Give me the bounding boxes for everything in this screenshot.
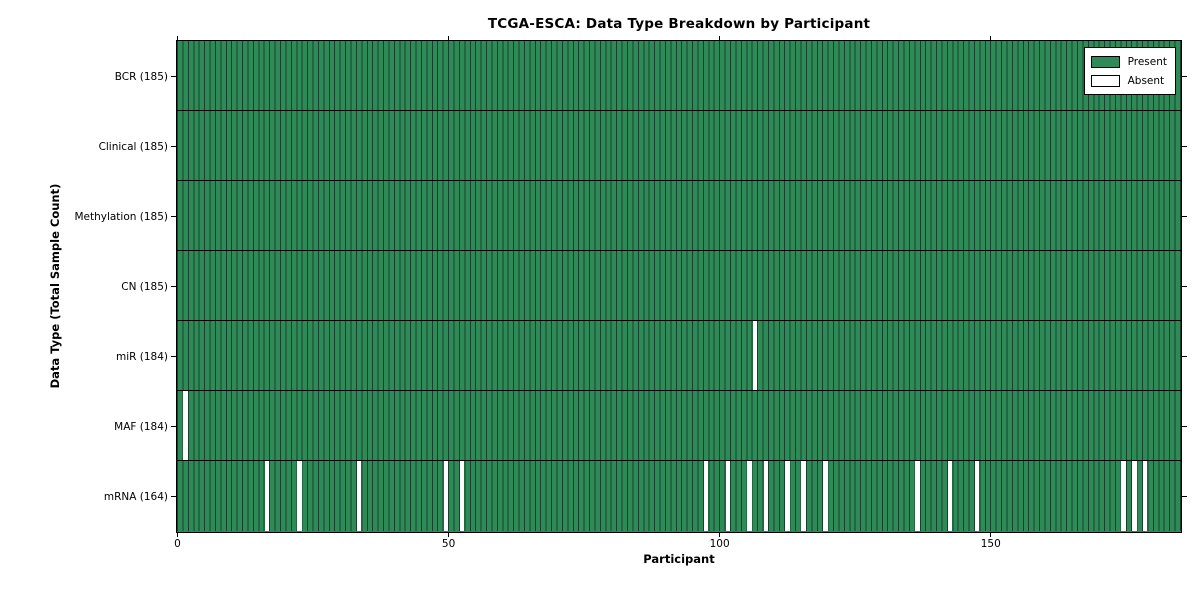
y-tick-right [1182,495,1187,498]
absent-stripe [264,461,270,531]
absent-stripe [747,461,752,531]
legend-item-absent: Absent [1090,71,1167,90]
legend: Present Absent [1083,47,1176,95]
absent-stripe [1132,461,1137,531]
x-tick-top [447,36,450,40]
x-tick-bottom [718,533,721,537]
y-tick-left [171,495,176,498]
y-tick-left [171,145,176,148]
absent-stripe [725,461,730,531]
absent-stripe [785,461,790,531]
chart-title: TCGA-ESCA: Data Type Breakdown by Partic… [487,16,871,32]
row-mrna [177,461,1181,531]
y-tick-left [171,355,176,358]
x-tick-top [989,36,992,40]
y-tick-left [171,75,176,78]
absent-stripe [974,461,980,531]
absent-stripe [1121,461,1126,531]
x-tick-label: 50 [441,538,456,550]
absent-stripe [915,461,920,531]
y-tick-label: CN (185) [121,280,168,293]
x-tick-label: 150 [980,538,1001,550]
absent-stripe [823,461,828,531]
row-maf [177,391,1181,461]
y-tick-label: Clinical (185) [98,140,168,153]
y-tick-left [171,215,176,218]
x-tick-top [718,36,721,40]
absent-stripe [297,461,302,531]
x-tick-label: 100 [709,538,730,550]
row-cn [177,251,1181,321]
absent-stripe [801,461,806,531]
row-mir [177,321,1181,391]
y-tick-left [171,425,176,428]
x-tick-bottom [176,533,179,537]
x-tick-bottom [989,533,992,537]
absent-stripe [1143,461,1148,531]
legend-label: Absent [1127,74,1165,87]
x-tick-bottom [447,533,450,537]
y-tick-right [1182,355,1187,358]
absent-stripe [763,461,768,531]
absent-stripe [947,461,953,531]
x-tick-label: 0 [174,538,181,550]
absent-stripe [752,321,758,390]
present-swatch [1090,55,1120,68]
y-tick-right [1182,145,1187,148]
y-tick-right [1182,425,1187,428]
absent-stripe [356,461,362,531]
absent-stripe [183,391,188,460]
absent-stripe [443,461,449,531]
absent-stripe [703,461,709,531]
y-tick-label: mRNA (164) [103,490,168,503]
row-methylation [177,181,1181,251]
y-tick-label: MAF (184) [114,420,168,433]
x-tick-top [176,36,179,40]
y-tick-right [1182,75,1187,78]
y-tick-label: BCR (185) [114,70,168,83]
absent-stripe [459,461,465,531]
y-tick-right [1182,285,1187,288]
row-clinical [177,111,1181,181]
x-axis-label: Participant [643,552,715,566]
y-tick-label: miR (184) [115,350,168,363]
y-tick-right [1182,215,1187,218]
absent-swatch [1090,74,1120,87]
y-tick-left [171,285,176,288]
y-tick-label: Methylation (185) [74,210,168,223]
legend-item-present: Present [1090,52,1167,71]
row-bcr [177,41,1181,111]
plot-area: Present Absent [176,40,1182,533]
legend-label: Present [1127,55,1167,68]
